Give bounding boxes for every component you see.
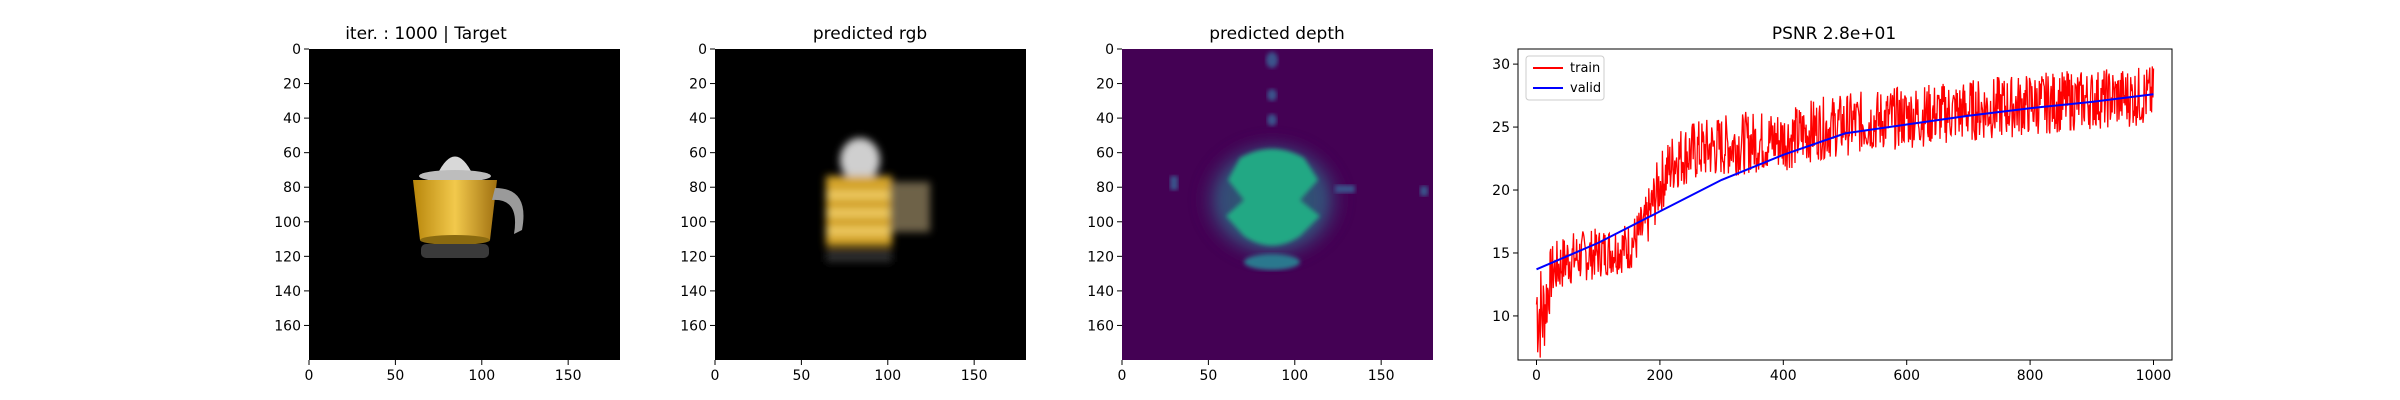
y-tick-label: 120 bbox=[1087, 249, 1114, 265]
chart-x-tick-label: 200 bbox=[1647, 368, 1674, 384]
y-tick-label: 60 bbox=[283, 146, 301, 162]
target-panel: iter. : 1000 | Target 0 50 100 150 0 20 40 60 8… bbox=[274, 24, 620, 384]
y-tick-label: 100 bbox=[1087, 215, 1114, 231]
y-tick-label: 80 bbox=[689, 180, 707, 196]
chart-frame bbox=[1518, 49, 2172, 360]
y-tick-label: 120 bbox=[680, 249, 707, 265]
y-tick-label: 20 bbox=[283, 77, 301, 93]
y-tick-label: 100 bbox=[274, 215, 301, 231]
y-tick-label: 0 bbox=[292, 42, 301, 58]
y-tick-label: 120 bbox=[274, 249, 301, 265]
y-tick-label: 140 bbox=[680, 284, 707, 300]
depth-panel: predicted depth 0 50 100 150 0 20 40 60 80 100 12… bbox=[1087, 24, 1433, 384]
chart-y-tick-label: 20 bbox=[1492, 183, 1510, 199]
legend-valid-label: valid bbox=[1570, 81, 1601, 96]
x-tick-label: 0 bbox=[1118, 368, 1127, 384]
legend-train-label: train bbox=[1570, 61, 1600, 76]
y-tick-label: 40 bbox=[283, 111, 301, 127]
y-tick-label: 140 bbox=[274, 284, 301, 300]
y-tick-label: 60 bbox=[689, 146, 707, 162]
y-tick-label: 160 bbox=[680, 318, 707, 334]
x-tick-label: 0 bbox=[711, 368, 720, 384]
y-tick-label: 20 bbox=[689, 77, 707, 93]
depth-title: predicted depth bbox=[1209, 24, 1345, 44]
x-tick-label: 100 bbox=[1281, 368, 1308, 384]
x-tick-label: 150 bbox=[961, 368, 988, 384]
legend: train valid bbox=[1526, 56, 1604, 100]
y-tick-label: 40 bbox=[689, 111, 707, 127]
depth-x-axis: 0 50 100 150 bbox=[1118, 360, 1395, 384]
psnr-chart: PSNR 2.8e+01 0 200 400 600 800 1000 10 15 20 25 30… bbox=[1492, 24, 2172, 384]
x-tick-label: 50 bbox=[1199, 368, 1217, 384]
chart-y-tick-label: 25 bbox=[1492, 120, 1510, 136]
chart-y-tick-label: 30 bbox=[1492, 57, 1510, 73]
chart-y-tick-label: 15 bbox=[1492, 246, 1510, 262]
x-tick-label: 100 bbox=[468, 368, 495, 384]
y-tick-label: 100 bbox=[680, 215, 707, 231]
y-tick-label: 160 bbox=[274, 318, 301, 334]
chart-x-tick-label: 400 bbox=[1770, 368, 1797, 384]
x-tick-label: 150 bbox=[555, 368, 582, 384]
y-tick-label: 140 bbox=[1087, 284, 1114, 300]
y-tick-label: 80 bbox=[1096, 180, 1114, 196]
x-tick-label: 50 bbox=[386, 368, 404, 384]
target-x-axis: 0 50 100 150 bbox=[305, 360, 582, 384]
x-tick-label: 50 bbox=[792, 368, 810, 384]
chart-x-tick-label: 800 bbox=[2017, 368, 2044, 384]
chart-x-tick-label: 0 bbox=[1532, 368, 1541, 384]
target-y-axis: 0 20 40 60 80 100 120 140 160 bbox=[274, 42, 309, 334]
y-tick-label: 80 bbox=[283, 180, 301, 196]
rgb-y-axis: 0 20 40 60 80 100 120 140 160 bbox=[680, 42, 715, 334]
y-tick-label: 60 bbox=[1096, 146, 1114, 162]
x-tick-label: 100 bbox=[874, 368, 901, 384]
y-tick-label: 160 bbox=[1087, 318, 1114, 334]
chart-title: PSNR 2.8e+01 bbox=[1772, 24, 1896, 44]
chart-x-tick-label: 600 bbox=[1893, 368, 1920, 384]
x-tick-label: 0 bbox=[305, 368, 314, 384]
y-tick-label: 40 bbox=[1096, 111, 1114, 127]
y-tick-label: 0 bbox=[698, 42, 707, 58]
rgb-x-axis: 0 50 100 150 bbox=[711, 360, 988, 384]
target-title: iter. : 1000 | Target bbox=[345, 24, 507, 44]
y-tick-label: 20 bbox=[1096, 77, 1114, 93]
rgb-title: predicted rgb bbox=[813, 24, 927, 44]
x-tick-label: 150 bbox=[1368, 368, 1395, 384]
rgb-panel: predicted rgb 0 50 100 150 0 20 40 60 80 100 120 1… bbox=[680, 24, 1026, 384]
depth-y-axis: 0 20 40 60 80 100 120 140 160 bbox=[1087, 42, 1122, 334]
chart-x-tick-label: 1000 bbox=[2136, 368, 2172, 384]
y-tick-label: 0 bbox=[1105, 42, 1114, 58]
chart-y-tick-label: 10 bbox=[1492, 309, 1510, 325]
